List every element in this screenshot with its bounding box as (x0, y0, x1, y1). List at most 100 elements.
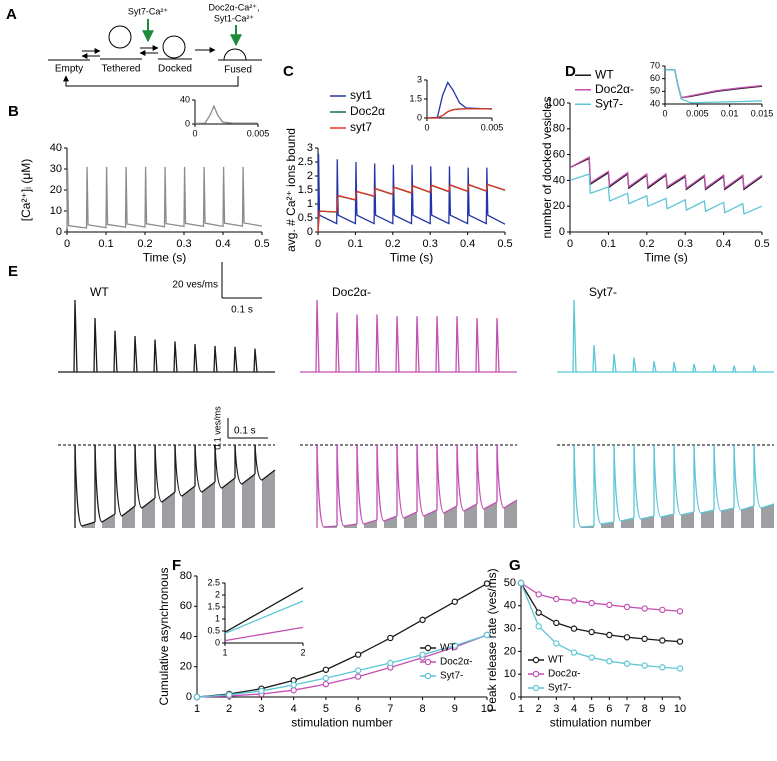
marker (387, 659, 394, 667)
marker (419, 616, 426, 624)
release-spike (732, 365, 737, 373)
x-tick-label: 4 (571, 703, 577, 715)
vesicle (108, 25, 132, 49)
x-tick-label: 2 (536, 703, 542, 715)
x-tick-label: 6 (355, 703, 361, 715)
series-line (224, 587, 304, 633)
panel-letter: B (8, 103, 19, 120)
x-tick-label: 0.005 (481, 122, 504, 132)
release-spike (415, 316, 420, 373)
y-tick-label: 1.5 (298, 184, 313, 196)
y-tick-label: 30 (504, 623, 516, 635)
series-line (66, 166, 263, 229)
x-tick-label: 0 (424, 122, 429, 132)
async-trace (336, 444, 358, 527)
async-area (162, 492, 175, 528)
y-tick-label: 10 (504, 668, 516, 680)
x-tick-label: 0.5 (254, 238, 269, 250)
release-spike (475, 317, 480, 373)
legend-marker (424, 658, 432, 666)
y-tick-label: 2.5 (207, 577, 220, 587)
async-area (761, 504, 774, 528)
async-trace (114, 444, 136, 517)
y-tick-label: 0 (215, 637, 220, 647)
y-tick-label: 2 (215, 589, 220, 599)
scale-label: 0.1 ves/ms (212, 406, 222, 450)
async-trace (234, 444, 256, 485)
marker (226, 691, 233, 698)
x-axis-label: Time (s) (644, 251, 688, 265)
x-tick-label: 0.3 (423, 238, 438, 250)
legend-label: Syt7- (548, 683, 571, 694)
async-area (102, 514, 115, 528)
y-axis-label: Peak release rate (ves/ms) (485, 568, 499, 711)
release-spike (253, 348, 258, 373)
release-spike (355, 314, 360, 373)
async-trace (254, 444, 276, 481)
release-spike (692, 363, 697, 373)
async-area (661, 514, 674, 528)
y-tick-label: 0.5 (207, 625, 220, 635)
release-spike (495, 317, 500, 373)
async-trace (593, 444, 615, 525)
y-tick-label: 20 (50, 184, 62, 196)
legend-label: syt7 (350, 120, 372, 134)
panel-title: Doc2α- (332, 285, 371, 299)
x-tick-label: 6 (606, 703, 612, 715)
x-tick-label: 0 (567, 238, 573, 250)
async-trace (376, 444, 398, 522)
release-spike (193, 344, 198, 373)
series-line (194, 104, 258, 125)
y-tick-label: 40 (650, 98, 660, 108)
syt7-label: Syt7-Ca²⁺ (128, 6, 169, 16)
diagram: A Empty Tethered Syt7-Ca²⁺ Docked Doc2α-… (6, 2, 262, 87)
marker (322, 680, 330, 688)
async-trace (753, 444, 775, 509)
release-spike (592, 344, 597, 373)
series-line (665, 69, 763, 104)
legend-label: WT (595, 67, 614, 81)
x-tick-label: 0.01 (721, 108, 739, 118)
x-tick-label: 0.4 (716, 238, 731, 250)
async-area (364, 520, 377, 528)
marker (606, 601, 613, 609)
y-tick-label: 3 (417, 74, 422, 84)
x-tick-label: 0.3 (176, 238, 191, 250)
legend-label: Doc2α- (595, 82, 634, 96)
y-tick-label: 10 (50, 205, 62, 217)
marker (354, 673, 362, 680)
x-tick-label: 1 (518, 703, 524, 715)
legend-label: Doc2α- (440, 657, 472, 668)
async-area (741, 506, 754, 528)
async-trace (416, 444, 438, 517)
marker (588, 654, 595, 661)
async-area (222, 478, 235, 528)
marker (606, 658, 613, 665)
marker (606, 631, 613, 639)
x-tick-label: 3 (553, 703, 559, 715)
state-label: Docked (158, 64, 192, 75)
marker (387, 634, 394, 642)
marker (570, 649, 578, 656)
marker (322, 666, 330, 673)
marker (623, 660, 631, 667)
y-axis-label: avg. # Ca²⁺ ions bound (284, 128, 298, 252)
async-trace (396, 444, 418, 519)
series-line (427, 108, 492, 119)
release-spike (612, 353, 617, 373)
async-trace (94, 444, 116, 523)
release-spike (213, 345, 218, 373)
y-tick-label: 0 (417, 112, 422, 122)
scale-label: 20 ves/ms (172, 280, 218, 291)
async-trace (633, 444, 655, 520)
marker (676, 638, 684, 645)
y-tick-label: 50 (504, 577, 516, 589)
y-tick-label: 20 (504, 645, 516, 657)
scale-label: 0.1 s (234, 426, 256, 437)
y-tick-label: 0 (56, 226, 62, 238)
marker (659, 637, 666, 644)
x-tick-label: 5 (323, 703, 329, 715)
async-trace (653, 444, 675, 518)
legend-marker (532, 656, 540, 664)
x-tick-label: 10 (481, 703, 493, 715)
